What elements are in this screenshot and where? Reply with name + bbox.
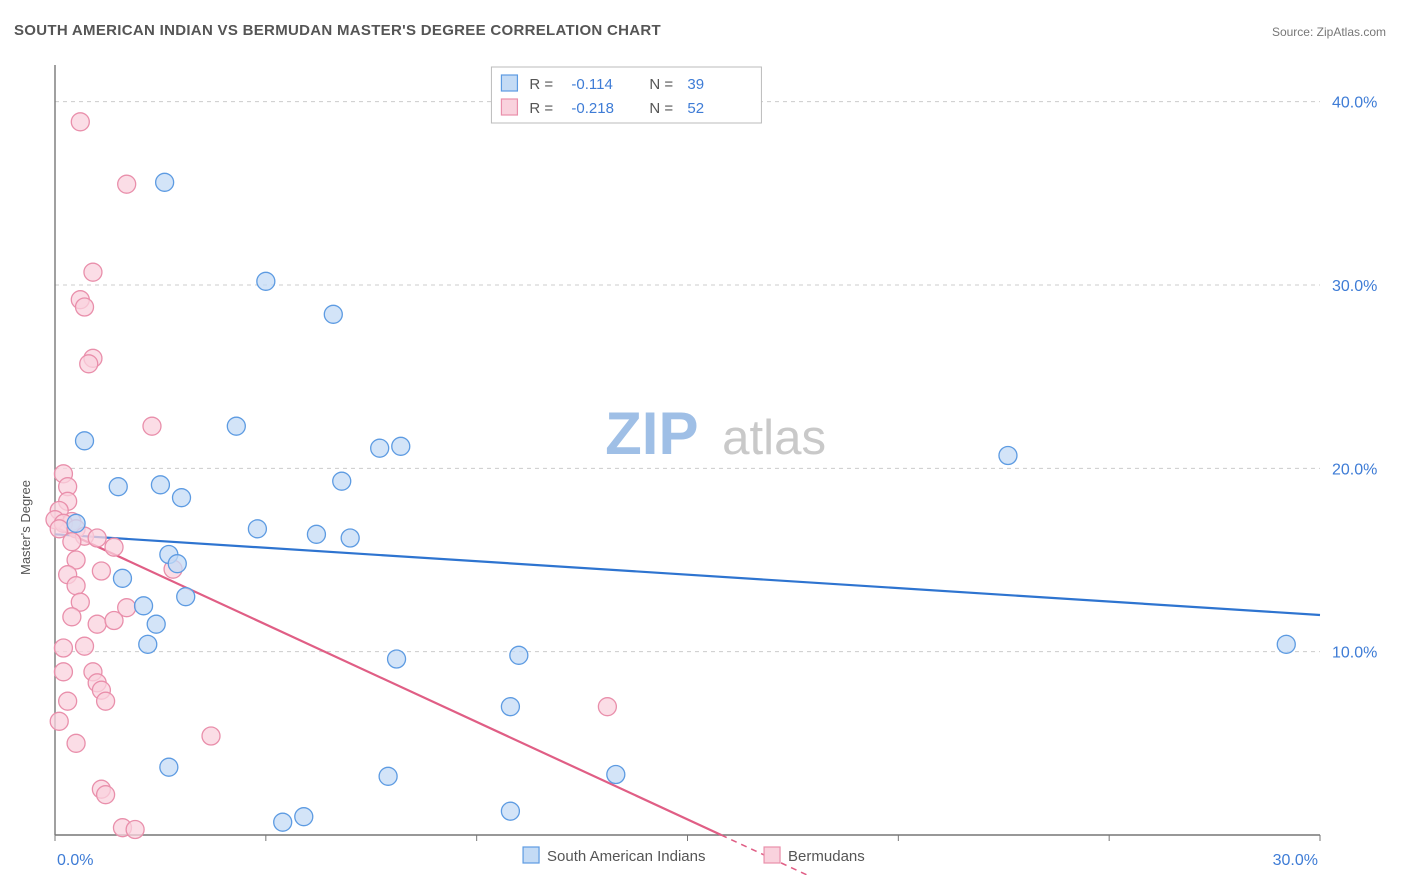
scatter-point: [109, 478, 127, 496]
legend-swatch: [501, 75, 517, 91]
scatter-point: [105, 538, 123, 556]
scatter-point: [202, 727, 220, 745]
scatter-point: [295, 808, 313, 826]
scatter-point: [173, 489, 191, 507]
scatter-point: [388, 650, 406, 668]
svg-text:ZIP: ZIP: [605, 400, 698, 467]
scatter-point: [160, 758, 178, 776]
regression-line: [55, 527, 721, 835]
scatter-point: [379, 767, 397, 785]
scatter-point: [227, 417, 245, 435]
legend-r-label: R =: [529, 100, 553, 117]
legend-bottom-swatch: [523, 847, 539, 863]
scatter-point: [63, 533, 81, 551]
scatter-point: [80, 355, 98, 373]
legend-r-value: -0.114: [571, 76, 612, 93]
chart-area: ZIP atlas 10.0% 20.0% 30.0% 40.0% 0.0% 30.0% R =…: [10, 55, 1390, 875]
scatter-point: [84, 263, 102, 281]
legend-n-value: 39: [687, 76, 704, 93]
scatter-point: [67, 734, 85, 752]
legend-bottom-swatch: [764, 847, 780, 863]
scatter-chart-svg: ZIP atlas 10.0% 20.0% 30.0% 40.0% 0.0% 30.0% R =…: [10, 55, 1390, 875]
scatter-point: [147, 615, 165, 633]
scatter-point: [607, 766, 625, 784]
scatter-point: [118, 175, 136, 193]
scatter-point: [501, 802, 519, 820]
y-tick-label: 20.0%: [1332, 461, 1377, 478]
scatter-point: [76, 432, 94, 450]
y-axis-label: Master's Degree: [18, 480, 33, 575]
scatter-point: [999, 447, 1017, 465]
legend-bottom-label: Bermudans: [788, 848, 865, 865]
scatter-point: [59, 692, 77, 710]
y-tick-label: 10.0%: [1332, 645, 1377, 662]
y-tick-label: 30.0%: [1332, 278, 1377, 295]
scatter-point: [71, 113, 89, 131]
scatter-point: [156, 173, 174, 191]
x-tick-label: 30.0%: [1273, 852, 1318, 869]
source-attribution: Source: ZipAtlas.com: [1272, 25, 1386, 39]
scatter-point: [177, 588, 195, 606]
scatter-point: [248, 520, 266, 538]
scatter-point: [151, 476, 169, 494]
scatter-point: [118, 599, 136, 617]
scatter-point: [135, 597, 153, 615]
scatter-point: [257, 272, 275, 290]
scatter-point: [88, 529, 106, 547]
scatter-point: [54, 663, 72, 681]
legend-r-label: R =: [529, 76, 553, 93]
scatter-point: [54, 639, 72, 657]
legend-bottom-label: South American Indians: [547, 848, 705, 865]
scatter-point: [598, 698, 616, 716]
regression-line: [55, 534, 1320, 615]
scatter-point: [63, 608, 81, 626]
legend-r-value: -0.218: [571, 100, 614, 117]
x-tick-label: 0.0%: [57, 852, 93, 869]
legend-n-label: N =: [649, 76, 673, 93]
scatter-point: [76, 637, 94, 655]
scatter-point: [333, 472, 351, 490]
scatter-point: [97, 786, 115, 804]
scatter-point: [274, 813, 292, 831]
scatter-point: [510, 646, 528, 664]
scatter-point: [113, 569, 131, 587]
svg-text:atlas: atlas: [722, 410, 826, 465]
legend-n-label: N =: [649, 100, 673, 117]
scatter-point: [50, 712, 68, 730]
chart-title: SOUTH AMERICAN INDIAN VS BERMUDAN MASTER…: [14, 22, 661, 39]
legend-swatch: [501, 99, 517, 115]
scatter-point: [67, 577, 85, 595]
scatter-point: [371, 439, 389, 457]
y-tick-label: 40.0%: [1332, 95, 1377, 112]
scatter-point: [1277, 635, 1295, 653]
scatter-point: [307, 525, 325, 543]
scatter-point: [501, 698, 519, 716]
scatter-point: [392, 437, 410, 455]
scatter-point: [143, 417, 161, 435]
scatter-point: [88, 615, 106, 633]
scatter-point: [341, 529, 359, 547]
watermark: ZIP atlas: [605, 400, 826, 467]
legend-n-value: 52: [687, 100, 704, 117]
scatter-point: [126, 821, 144, 839]
scatter-point: [76, 298, 94, 316]
scatter-point: [92, 562, 110, 580]
scatter-point: [324, 305, 342, 323]
scatter-point: [97, 692, 115, 710]
scatter-point: [139, 635, 157, 653]
scatter-point: [67, 514, 85, 532]
scatter-point: [168, 555, 186, 573]
